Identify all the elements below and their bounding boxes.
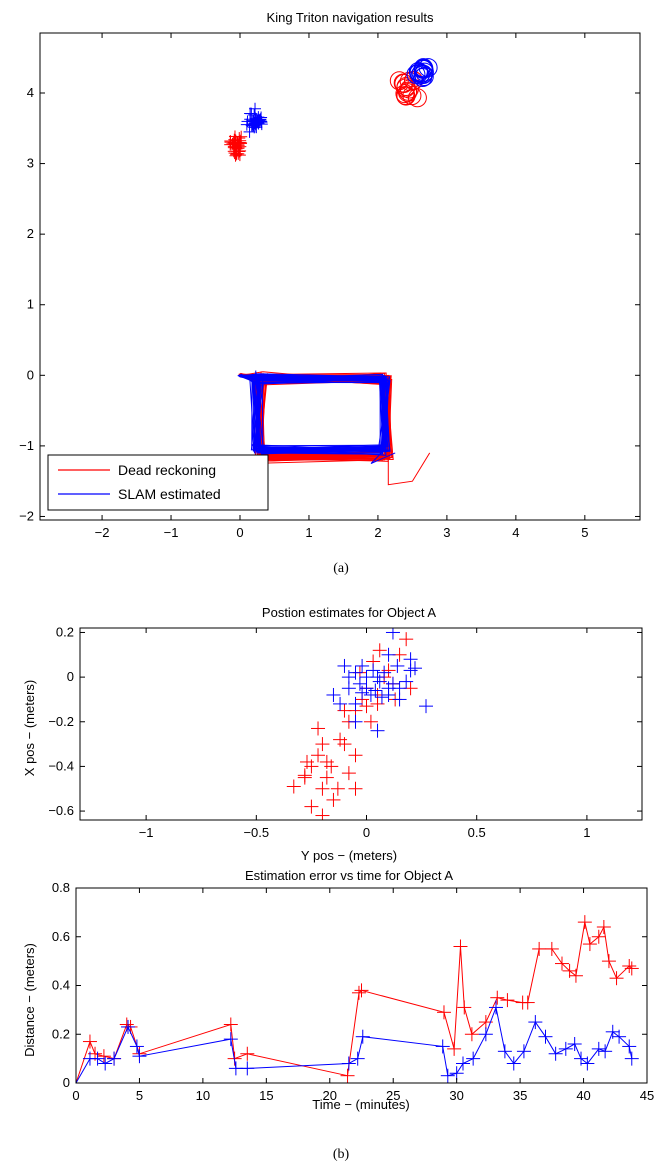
trajectory-lap: [240, 374, 389, 452]
x-tick-label: 3: [443, 525, 450, 540]
trajectory-lap: [240, 375, 388, 453]
trajectory-tail: [387, 452, 431, 486]
x-tick-label: 30: [449, 1088, 463, 1103]
circle-marker: [413, 65, 433, 85]
error-line: [76, 1005, 633, 1083]
x-tick-label: 5: [581, 525, 588, 540]
chart-b1-plot-area: −1 −0.5 0 0.5 1 −0.6 −0.4 −0.2 0 0.2: [48, 624, 643, 840]
chart-b2-plot-area: 0 5 10 15 20 25 30 35 40 45 0 0.2 0.4 0.6 0.8: [52, 880, 654, 1103]
series-layer: [224, 58, 438, 486]
chart-a-legend: Dead reckoning SLAM estimated: [47, 454, 269, 511]
y-tick-label: 1: [27, 297, 34, 312]
y-tick-label: −0.4: [48, 758, 74, 773]
x-tick-label: 5: [136, 1088, 143, 1103]
y-tick-label: 0.6: [52, 929, 70, 944]
trajectory-tail: [370, 449, 396, 464]
y-tick-label: 2: [27, 226, 34, 241]
trajectory-lap: [240, 373, 386, 453]
x-tick-label: 25: [386, 1088, 400, 1103]
y-tick-label: 0: [63, 1075, 70, 1090]
y-tick-label: −1: [19, 438, 34, 453]
y-tick-label: 0.2: [52, 1026, 70, 1041]
x-tick-label: 1: [305, 525, 312, 540]
x-tick-label: −1: [164, 525, 179, 540]
y-tick-label: 0: [67, 669, 74, 684]
x-tick-label: 40: [576, 1088, 590, 1103]
x-tick-label: 0.5: [468, 825, 486, 840]
legend-box: [47, 454, 269, 511]
chart-b2-xlabel: Time − (minutes): [312, 1097, 409, 1112]
circle-marker: [409, 63, 429, 83]
caption-b: (b): [333, 1147, 350, 1162]
series-layer: [286, 628, 434, 820]
y-tick-label: 4: [27, 85, 34, 100]
chart-b1-xlabel: Y pos − (meters): [301, 848, 397, 863]
x-tick-label: 0: [72, 1088, 79, 1103]
circle-marker: [395, 84, 415, 104]
circle-marker: [411, 63, 431, 83]
axes-frame: [79, 627, 643, 821]
legend-label-dead-reckoning: Dead reckoning: [118, 462, 216, 478]
x-tick-label: 0: [236, 525, 243, 540]
y-tick-label: 3: [27, 156, 34, 171]
y-tick-label: 0.4: [52, 978, 70, 993]
circle-marker: [389, 71, 409, 91]
chart-b1-title: Postion estimates for Object A: [262, 605, 436, 620]
y-tick-label: −2: [19, 508, 34, 523]
caption-a: (a): [333, 561, 349, 576]
x-tick-label: 35: [513, 1088, 527, 1103]
x-tick-label: 0: [363, 825, 370, 840]
y-tick-label: −0.2: [48, 714, 74, 729]
chart-a-title: King Triton navigation results: [267, 10, 434, 25]
y-tick-label: −0.6: [48, 803, 74, 818]
x-tick-label: 2: [374, 525, 381, 540]
x-tick-label: 45: [640, 1088, 654, 1103]
y-tick-label: 0.2: [56, 624, 74, 639]
x-tick-label: −2: [95, 525, 110, 540]
trajectory-lap: [239, 370, 391, 452]
axes-frame: [39, 32, 641, 521]
x-tick-label: 15: [259, 1088, 273, 1103]
chart-b2-title: Estimation error vs time for Object A: [245, 868, 453, 883]
x-tick-label: 4: [512, 525, 519, 540]
x-tick-label: −0.5: [243, 825, 269, 840]
x-tick-label: 20: [323, 1088, 337, 1103]
circle-marker: [414, 59, 434, 79]
series-layer: [76, 915, 639, 1083]
chart-a-plot-area: −2 −1 0 1 2 3 4 5 −2 −1 0 1 2 3 4: [19, 32, 641, 540]
x-tick-label: 1: [583, 825, 590, 840]
chart-b1-ylabel: X pos − (meters): [22, 680, 37, 776]
y-tick-label: 0.8: [52, 880, 70, 895]
x-tick-label: −1: [139, 825, 154, 840]
y-tick-label: 0: [27, 367, 34, 382]
legend-label-slam: SLAM estimated: [118, 486, 221, 502]
x-tick-label: 10: [196, 1088, 210, 1103]
chart-b2-ylabel: Distance − (meters): [22, 943, 37, 1057]
trajectory-lap: [237, 373, 387, 453]
